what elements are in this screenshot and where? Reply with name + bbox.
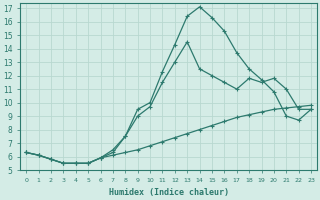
X-axis label: Humidex (Indice chaleur): Humidex (Indice chaleur): [108, 188, 228, 197]
